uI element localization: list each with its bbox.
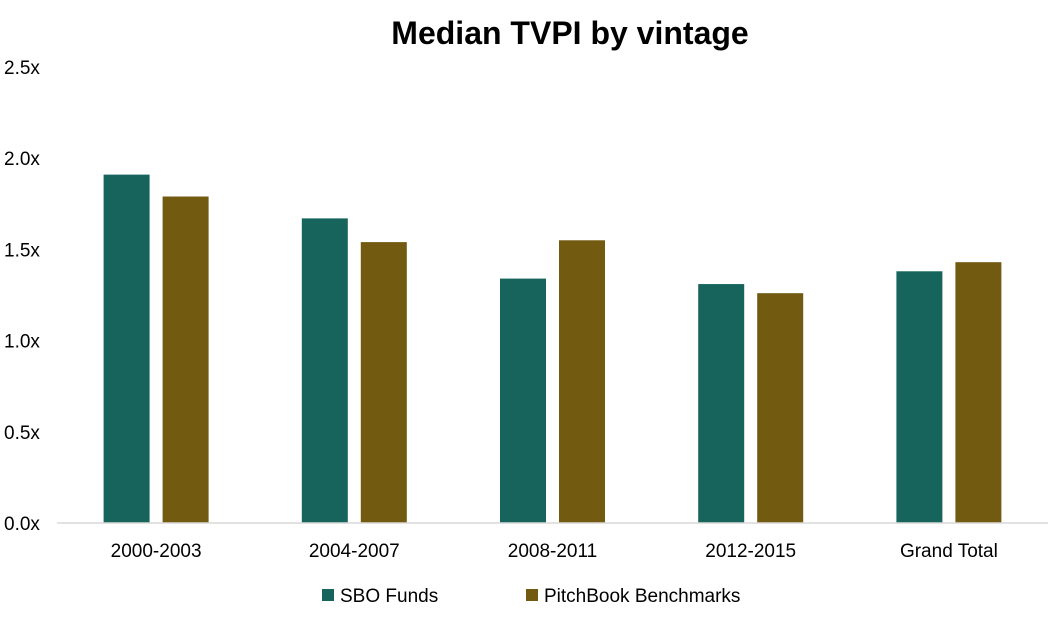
- legend-label: PitchBook Benchmarks: [544, 586, 740, 607]
- bar-sbo-funds: [896, 271, 943, 523]
- x-tick-label: Grand Total: [900, 541, 998, 562]
- bar-sbo-funds: [698, 284, 745, 523]
- y-tick-label: 1.5x: [4, 240, 40, 261]
- y-tick-label: 1.0x: [4, 332, 40, 353]
- y-tick-label: 2.5x: [4, 58, 40, 79]
- bar-sbo-funds: [301, 218, 348, 523]
- plot-area: [103, 174, 1002, 523]
- legend: SBO Funds PitchBook Benchmarks: [322, 586, 740, 607]
- legend-label: SBO Funds: [340, 586, 438, 607]
- x-tick-label: 2004-2007: [309, 541, 400, 562]
- bar-sbo-funds: [500, 278, 546, 523]
- bar-pitchbook-benchmarks: [162, 196, 209, 523]
- y-axis: 0.0x 0.5x 1.0x 1.5x 2.0x 2.5x: [4, 58, 40, 535]
- y-tick-label: 2.0x: [4, 149, 40, 170]
- x-tick-label: 2000-2003: [111, 541, 202, 562]
- bar-pitchbook-benchmarks: [360, 242, 407, 523]
- bar-pitchbook-benchmarks: [757, 293, 804, 523]
- legend-swatch: [526, 589, 538, 601]
- x-axis: 2000-2003 2004-2007 2008-2011 2012-2015 Gran…: [111, 541, 998, 562]
- x-tick-label: 2012-2015: [705, 541, 796, 562]
- bar-pitchbook-benchmarks: [955, 262, 1002, 523]
- chart-title: Median TVPI by vintage: [391, 15, 748, 51]
- y-tick-label: 0.0x: [4, 514, 40, 535]
- x-tick-label: 2008-2011: [508, 541, 597, 562]
- bar-sbo-funds: [103, 174, 150, 523]
- bar-pitchbook-benchmarks: [559, 240, 605, 523]
- legend-swatch: [322, 589, 334, 601]
- y-tick-label: 0.5x: [4, 423, 40, 444]
